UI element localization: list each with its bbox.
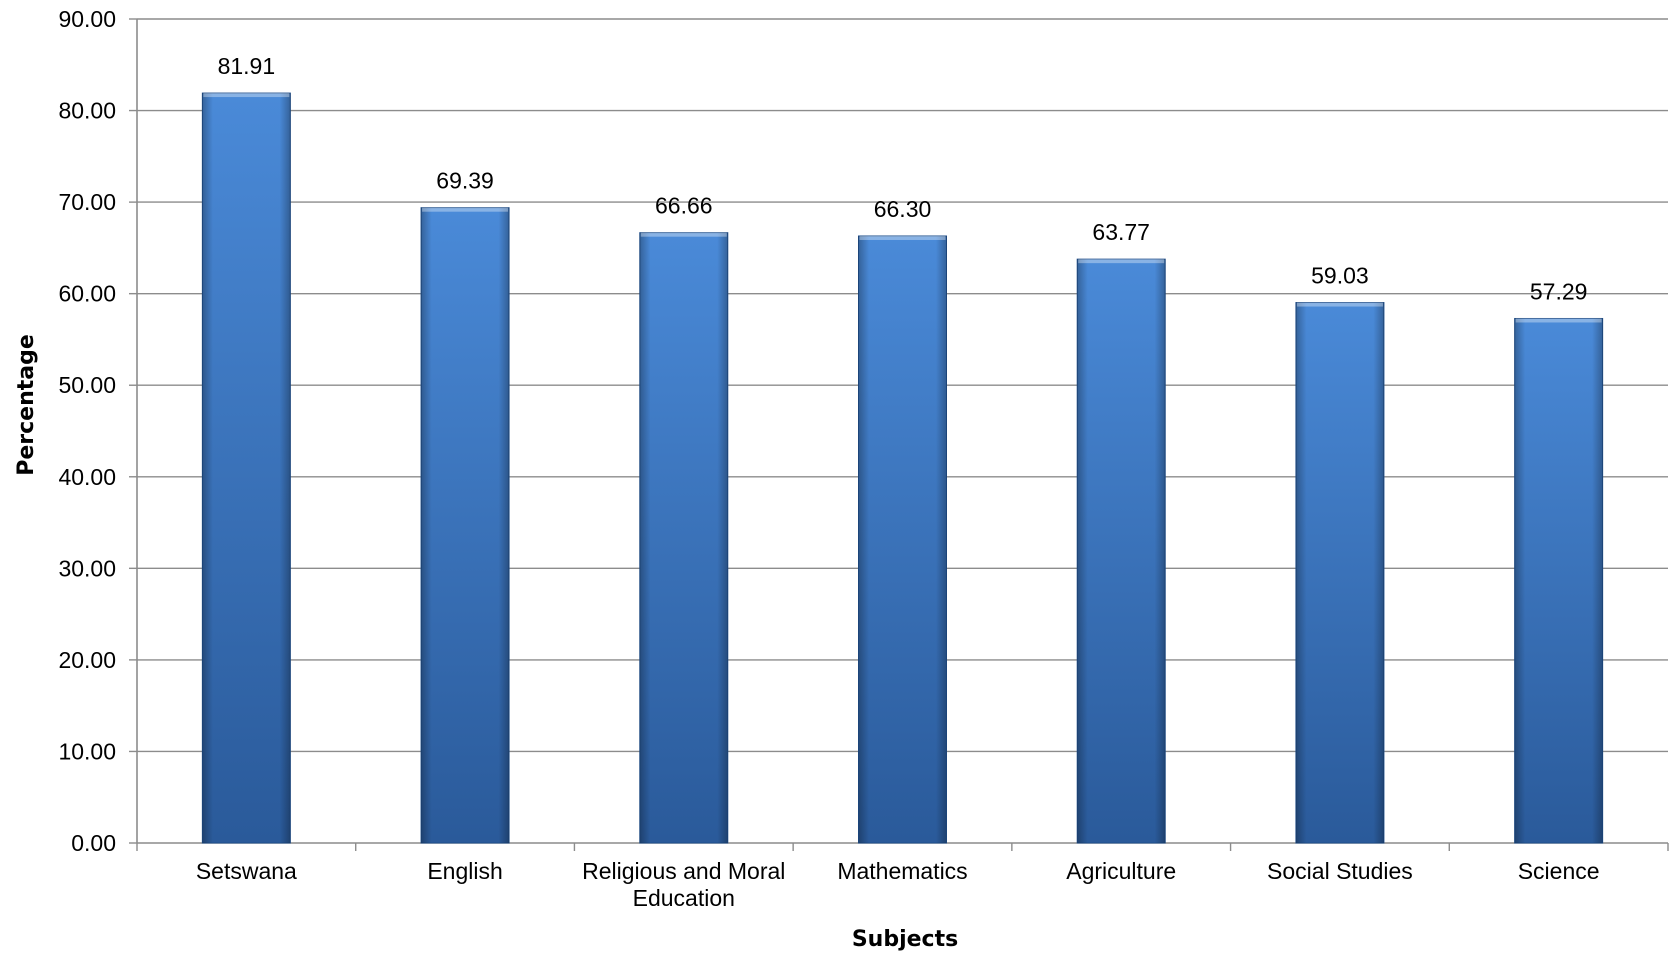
- data-label: 59.03: [1311, 263, 1369, 289]
- bar: [1076, 258, 1166, 844]
- bar-highlight: [1078, 259, 1165, 264]
- data-label: 69.39: [436, 168, 494, 194]
- labels: 0.00 10.00 20.00 30.00 40.00 50.00 60.00 70.00 8…: [58, 6, 1599, 911]
- bar-shade: [858, 235, 947, 843]
- bar-shade: [639, 232, 728, 843]
- bar: [639, 232, 729, 844]
- bar-shade: [421, 207, 510, 844]
- data-label: 57.29: [1530, 278, 1588, 304]
- y-tick-label: 20.00: [58, 647, 116, 673]
- data-label: 81.91: [218, 53, 276, 79]
- bar-shade: [1514, 318, 1603, 843]
- bar: [858, 235, 947, 844]
- data-label: 66.30: [874, 196, 932, 222]
- y-tick-label: 60.00: [58, 281, 116, 307]
- bar: [420, 207, 510, 844]
- y-tick-label: 40.00: [58, 464, 116, 490]
- bar: [201, 92, 291, 844]
- y-tick-label: 50.00: [58, 372, 116, 398]
- bar-shade: [1295, 302, 1384, 843]
- x-axis-title: Subjects: [852, 927, 958, 952]
- bars: [201, 92, 1604, 844]
- x-tick-label: Agriculture: [1066, 858, 1176, 884]
- bar-highlight: [1515, 318, 1602, 323]
- bar-shade: [1077, 259, 1166, 843]
- bar-highlight: [640, 232, 727, 237]
- y-tick-label: 30.00: [58, 555, 116, 581]
- x-tick-label: Social Studies: [1267, 858, 1413, 884]
- y-tick-label: 80.00: [58, 98, 116, 124]
- y-tick-label: 0.00: [71, 830, 116, 856]
- bar: [1295, 302, 1385, 844]
- x-tick-label: Religious and Moral Education: [582, 858, 785, 911]
- bar-highlight: [859, 235, 946, 240]
- bar-highlight: [203, 93, 290, 98]
- y-tick-label: 10.00: [58, 738, 116, 764]
- x-tick-label: Setswana: [196, 858, 297, 884]
- bar-highlight: [1296, 302, 1383, 307]
- y-tick-label: 70.00: [58, 189, 116, 215]
- bar: [1514, 317, 1604, 844]
- y-axis-title: Percentage: [14, 334, 39, 476]
- x-tick-label: Science: [1518, 858, 1600, 884]
- bar-shade: [202, 93, 291, 844]
- x-tick-label: English: [427, 858, 502, 884]
- data-label: 66.66: [655, 193, 713, 219]
- data-label: 63.77: [1092, 219, 1150, 245]
- y-tick-label: 90.00: [58, 6, 116, 32]
- x-tick-label: Mathematics: [837, 858, 967, 884]
- bar-highlight: [422, 207, 509, 212]
